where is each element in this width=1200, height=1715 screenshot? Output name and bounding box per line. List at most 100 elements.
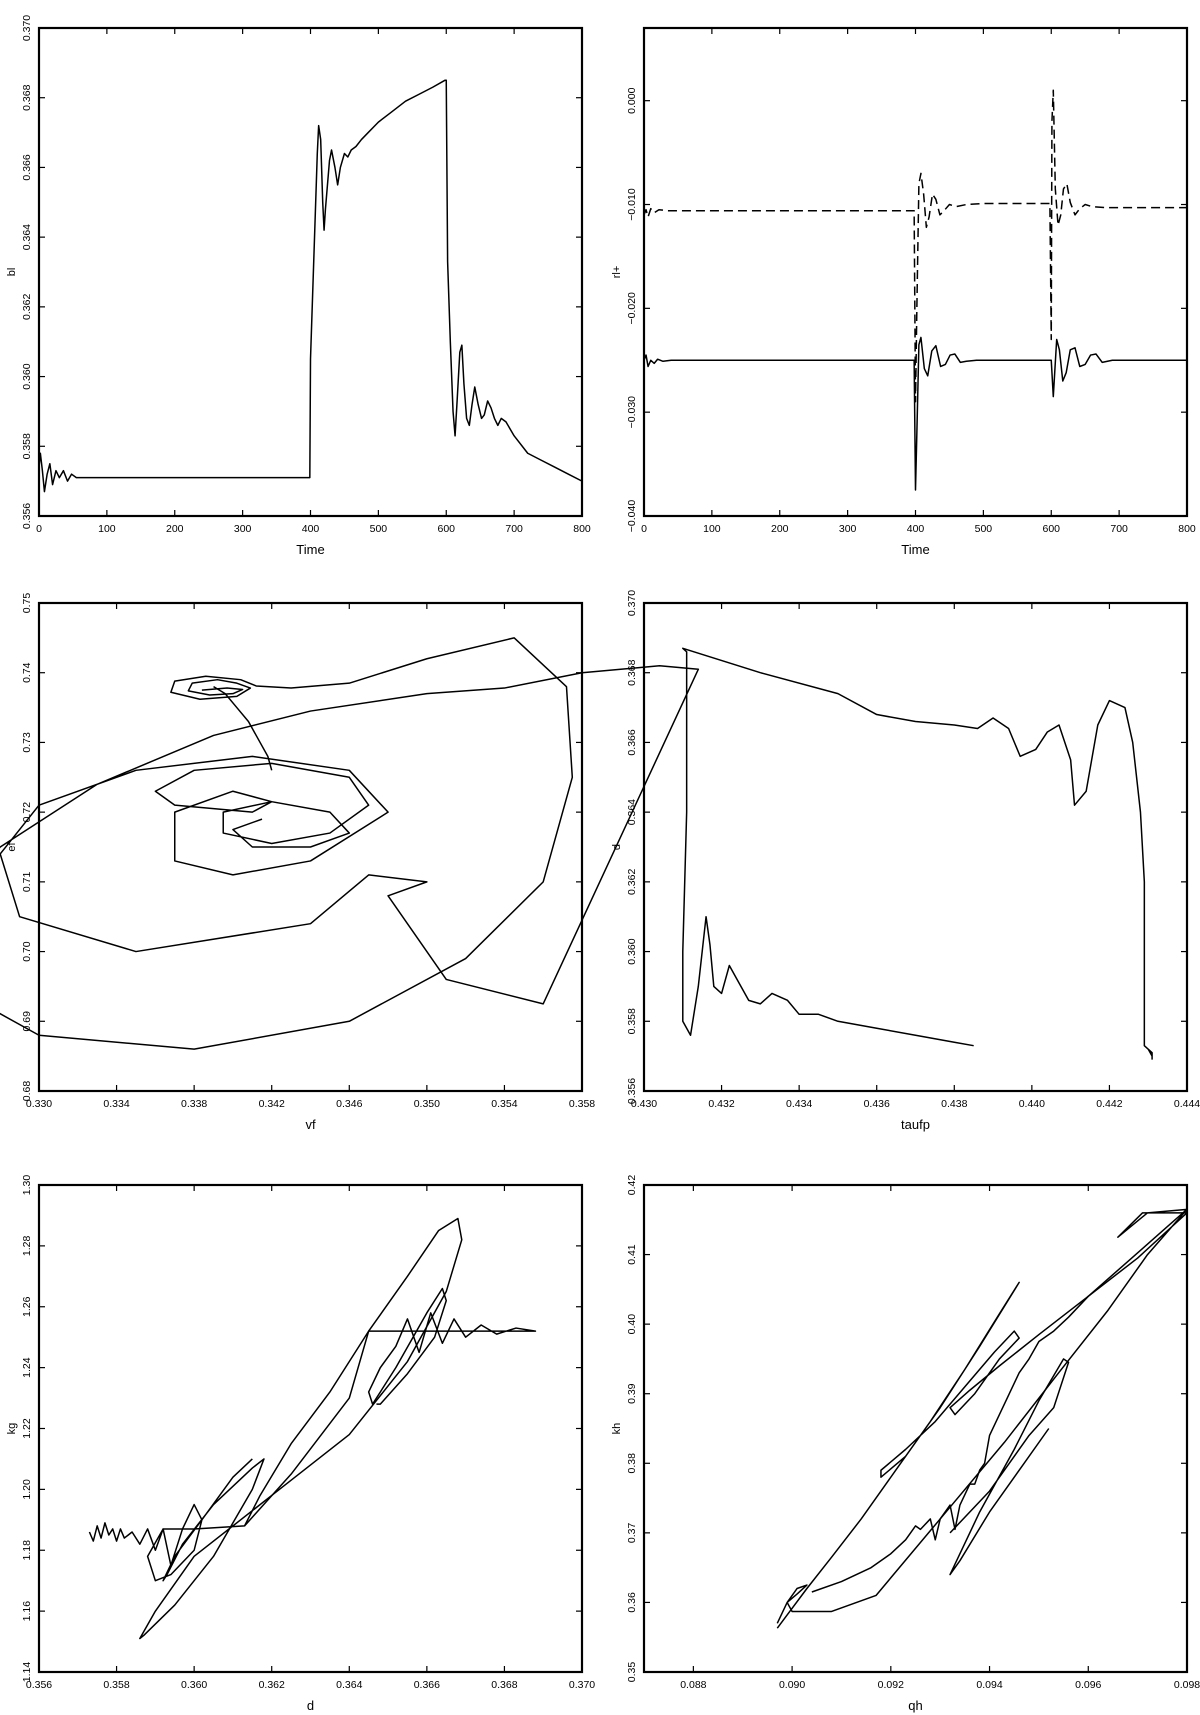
- y-tick-label: 0.368: [21, 84, 33, 110]
- x-tick-label: 200: [771, 523, 789, 535]
- y-tick-label: 0.40: [626, 1314, 638, 1335]
- series-line-3: [949, 1358, 1070, 1576]
- y-tick-label: 1.20: [21, 1479, 33, 1500]
- y-tick-label: 0.37: [626, 1522, 638, 1543]
- y-tick-label: 1.14: [21, 1662, 33, 1683]
- y-tick-label: 1.28: [21, 1235, 33, 1256]
- x-tick-label: 400: [907, 523, 925, 535]
- y-tick-label: −0.020: [626, 292, 638, 325]
- y-tick-label: 0.362: [21, 294, 33, 320]
- x-tick-label: 700: [505, 523, 523, 535]
- series-line-1: [776, 1208, 1188, 1629]
- y-tick-label: 0.356: [626, 1078, 638, 1104]
- chart-panel-p3: 0.330 0.334 0.338 0.342 0.346 0.350 0.354 0.358…: [0, 593, 700, 1132]
- chart-panel-p5: 0.356 0.358 0.360 0.362 0.364 0.366 0.368 0.370…: [6, 1175, 595, 1713]
- chart-panel-p2: 0 100 200 300 400 500 600 700 800 −0.040 −0.030 −0.…: [611, 26, 1196, 557]
- x-tick-label: 0.430: [631, 1098, 657, 1110]
- x-axis-label: d: [307, 1698, 314, 1713]
- y-tick-label: −0.030: [626, 396, 638, 429]
- y-tick-label: 0.358: [21, 433, 33, 459]
- y-tick-label: 0.366: [21, 154, 33, 180]
- series-line-1: [38, 79, 583, 493]
- x-tick-label: 300: [839, 523, 857, 535]
- series-line-1: [0, 637, 700, 1050]
- x-tick-label: 0.354: [491, 1098, 517, 1110]
- x-tick-label: 700: [1110, 523, 1128, 535]
- series-line-2: [244, 1287, 537, 1527]
- y-axis-label: kg: [6, 1423, 18, 1435]
- y-tick-label: 0.368: [626, 659, 638, 685]
- y-tick-label: 0.358: [626, 1008, 638, 1034]
- y-tick-label: 0.356: [21, 503, 33, 529]
- y-tick-label: 0.75: [21, 593, 33, 614]
- chart-panel-p4: 0.430 0.432 0.434 0.436 0.438 0.440 0.442 0.444…: [611, 590, 1200, 1132]
- plot-frame: [642, 1183, 1189, 1674]
- x-tick-label: 0.366: [414, 1679, 440, 1691]
- y-tick-label: 0.362: [626, 869, 638, 895]
- chart-panel-p6: 0.088 0.090 0.092 0.094 0.096 0.098 0.35 0.36 0.…: [611, 1175, 1200, 1713]
- x-tick-label: 200: [166, 523, 184, 535]
- x-tick-label: 0.432: [708, 1098, 734, 1110]
- y-tick-label: 0.69: [21, 1011, 33, 1032]
- y-tick-label: 0.41: [626, 1244, 638, 1265]
- plot-frame: [642, 601, 1189, 1093]
- y-tick-label: 0.370: [626, 590, 638, 616]
- y-axis-label: rl+: [611, 266, 623, 279]
- y-tick-label: 1.16: [21, 1601, 33, 1622]
- x-tick-label: 500: [370, 523, 388, 535]
- y-tick-label: 0.360: [21, 363, 33, 389]
- x-tick-label: 0.092: [878, 1679, 904, 1691]
- x-tick-label: 600: [437, 523, 455, 535]
- y-tick-label: 0.36: [626, 1592, 638, 1613]
- x-tick-label: 0.364: [336, 1679, 362, 1691]
- series-line-1: [88, 1217, 463, 1640]
- x-axis-label: vf: [305, 1117, 316, 1132]
- x-tick-label: 0.098: [1174, 1679, 1200, 1691]
- x-tick-label: 0.358: [569, 1098, 595, 1110]
- y-tick-label: 0.38: [626, 1453, 638, 1474]
- x-tick-label: 0.368: [491, 1679, 517, 1691]
- x-axis-label: Time: [296, 542, 324, 557]
- y-tick-label: 0.68: [21, 1081, 33, 1102]
- y-tick-label: 1.30: [21, 1175, 33, 1196]
- series-line-1: [643, 336, 1187, 491]
- x-tick-label: 0.094: [976, 1679, 1002, 1691]
- y-tick-label: 0.000: [626, 87, 638, 113]
- x-tick-label: 0.438: [941, 1098, 967, 1110]
- y-axis-label: d: [611, 844, 623, 850]
- x-axis-label: taufp: [901, 1117, 930, 1132]
- x-tick-label: 0.434: [786, 1098, 812, 1110]
- x-tick-label: 600: [1042, 523, 1060, 535]
- x-tick-label: 500: [975, 523, 993, 535]
- y-tick-label: 0.74: [21, 662, 33, 683]
- y-tick-label: 0.370: [21, 15, 33, 41]
- x-tick-label: 0.440: [1019, 1098, 1045, 1110]
- y-axis-label: bl: [6, 268, 18, 277]
- series-line-2: [643, 89, 1187, 403]
- x-tick-label: 0.334: [103, 1098, 129, 1110]
- x-tick-label: 0.442: [1096, 1098, 1122, 1110]
- x-tick-label: 0.342: [259, 1098, 285, 1110]
- y-tick-label: 0.71: [21, 871, 33, 892]
- x-tick-label: 0.444: [1174, 1098, 1200, 1110]
- y-axis-label: kh: [611, 1423, 623, 1435]
- x-axis-label: qh: [908, 1698, 922, 1713]
- x-tick-label: 0.350: [414, 1098, 440, 1110]
- y-tick-label: 0.360: [626, 938, 638, 964]
- y-tick-label: 1.26: [21, 1296, 33, 1317]
- plot-frame: [37, 1183, 584, 1674]
- y-tick-label: 0.364: [626, 799, 638, 825]
- y-tick-label: 0.70: [21, 941, 33, 962]
- x-tick-label: 300: [234, 523, 252, 535]
- x-tick-label: 400: [302, 523, 320, 535]
- x-tick-label: 0.360: [181, 1679, 207, 1691]
- x-tick-label: 0.362: [259, 1679, 285, 1691]
- x-tick-label: 800: [573, 523, 591, 535]
- x-tick-label: 100: [703, 523, 721, 535]
- y-tick-label: 0.42: [626, 1175, 638, 1196]
- y-axis-label: ef: [6, 841, 18, 851]
- y-tick-label: 0.364: [21, 224, 33, 250]
- y-tick-label: 1.18: [21, 1540, 33, 1561]
- x-tick-label: 0.330: [26, 1098, 52, 1110]
